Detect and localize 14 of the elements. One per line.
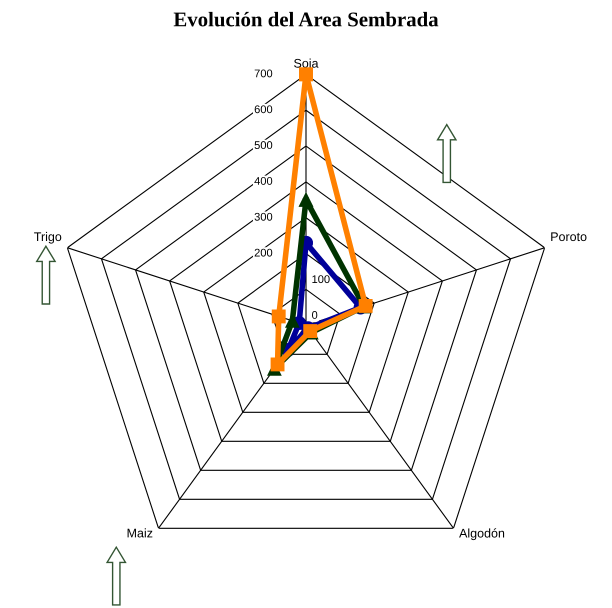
y-tick-label: 500 <box>254 141 272 150</box>
y-tick-label: 100 <box>312 275 330 284</box>
y-tick-label: 300 <box>254 212 272 221</box>
spoke-label: Poroto <box>551 232 586 242</box>
y-tick-label: 400 <box>254 177 272 185</box>
chart-title: Evolución del Area Sembrada <box>174 12 438 27</box>
spoke-label: Maiz <box>128 528 152 538</box>
y-tick-label: 200 <box>254 248 272 257</box>
spoke-label: Trigo <box>34 232 62 244</box>
spoke-label: Algodón <box>459 528 504 540</box>
y-tick-label: 600 <box>254 105 272 114</box>
y-tick-label: 0 <box>312 311 318 319</box>
y-tick-label: 700 <box>254 69 272 78</box>
spoke-label: Soja <box>294 58 319 70</box>
